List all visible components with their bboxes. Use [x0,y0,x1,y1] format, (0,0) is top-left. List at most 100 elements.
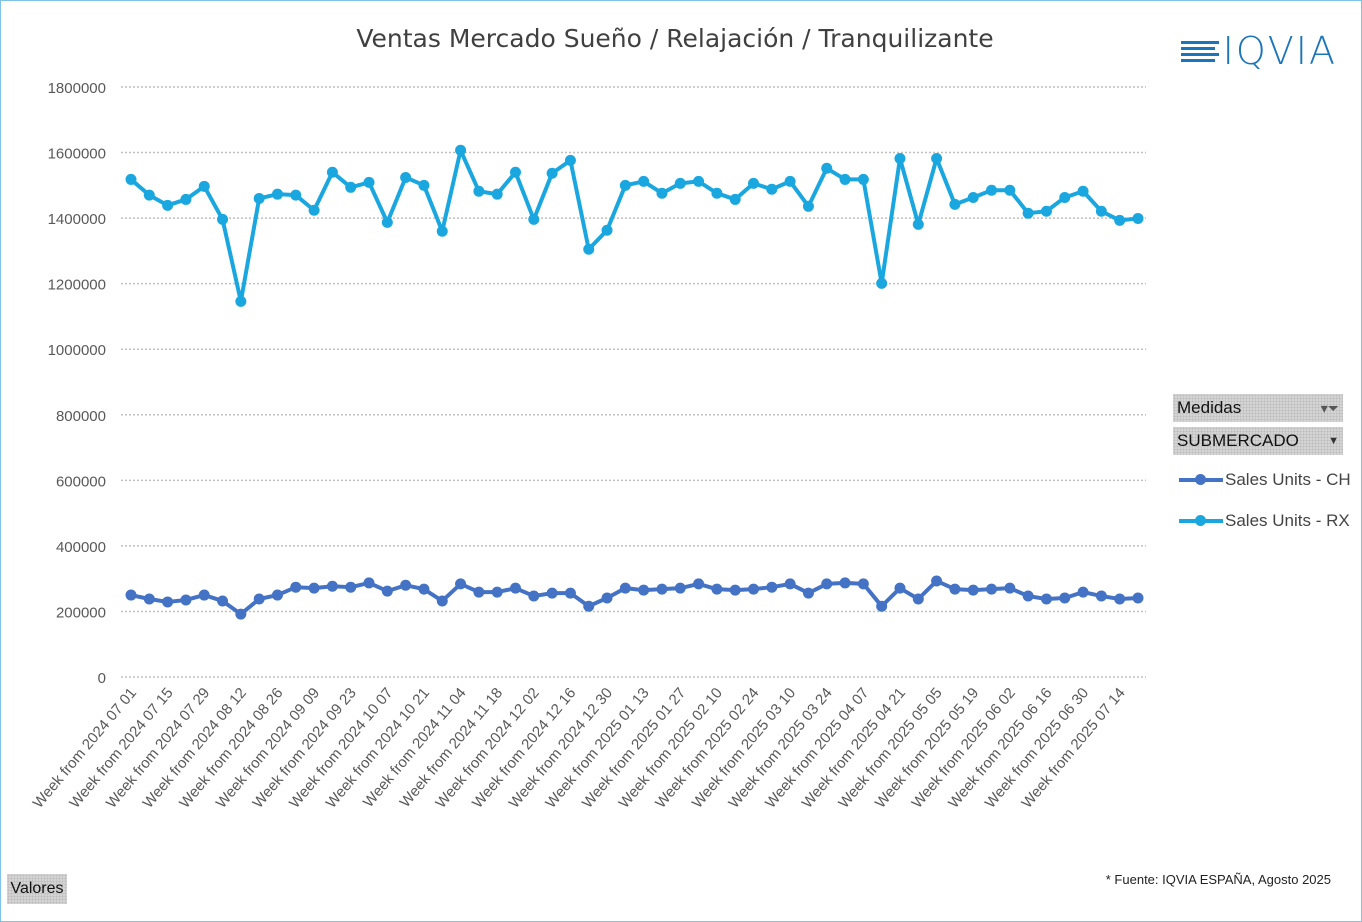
data-point [711,187,723,199]
gridlines [121,86,1146,678]
data-point [693,175,705,187]
data-point [931,575,943,587]
data-point [381,585,393,597]
data-point [235,295,247,307]
data-point [143,593,155,605]
legend-label-ch: Sales Units - CH [1225,470,1351,489]
data-point [271,188,283,200]
data-point [748,583,760,595]
data-point [400,171,412,183]
data-point [784,175,796,187]
data-point [986,583,998,595]
data-point [931,152,943,164]
data-point [436,595,448,607]
y-axis: 0 200000 400000 600000 800000 1000000 1200000 1… [48,80,106,687]
data-point [1059,592,1071,604]
data-point [912,593,924,605]
data-point [638,584,650,596]
data-point [253,593,265,605]
data-point [693,578,705,590]
data-point [986,184,998,196]
logo-text: IQVIA [1222,29,1337,73]
data-point [1004,582,1016,594]
series-line-rx [129,148,1139,304]
iqvia-logo: IQVIA [1180,29,1337,73]
legend-item-ch: Sales Units - CH [1179,470,1351,490]
data-point [967,191,979,203]
data-point [491,188,503,200]
data-point [125,173,137,185]
y-tick-label: 1600000 [48,146,106,163]
measures-filter-button[interactable]: Medidas ▾⏷ [1173,394,1343,422]
data-point [729,193,741,205]
data-point [528,213,540,225]
data-point [1040,593,1052,605]
y-tick-label: 1400000 [48,211,106,228]
y-tick-label: 400000 [56,539,106,556]
dropdown-arrow-icon[interactable]: ▼ [1328,435,1339,447]
data-point [1095,205,1107,217]
data-point [455,144,467,156]
legend-label-rx: Sales Units - RX [1225,511,1350,530]
data-point [381,216,393,228]
data-point [894,152,906,164]
y-tick-label: 1800000 [48,80,106,97]
data-point [656,583,668,595]
data-point [821,578,833,590]
data-point [1132,212,1144,224]
y-tick-label: 1000000 [48,342,106,359]
data-point [290,189,302,201]
data-point [1059,191,1071,203]
data-point [674,582,686,594]
data-point [857,578,869,590]
data-point [967,584,979,596]
data-point [363,577,375,589]
data-point [290,581,302,593]
data-point [583,600,595,612]
data-point [857,173,869,185]
data-point [271,589,283,601]
data-point [748,177,760,189]
data-point [1022,207,1034,219]
data-point [656,187,668,199]
data-point [1114,593,1126,605]
data-point [162,596,174,608]
data-point [839,173,851,185]
data-point [198,589,210,601]
data-point [217,595,229,607]
y-tick-label: 0 [98,670,106,687]
data-point [473,586,485,598]
series-ch [125,575,1144,620]
data-point [949,583,961,595]
data-point [180,594,192,606]
data-point [1077,586,1089,598]
source-note: * Fuente: IQVIA ESPAÑA, Agosto 2025 [1105,872,1331,887]
data-point [308,204,320,216]
data-point [180,193,192,205]
data-point [143,189,155,201]
data-point [674,177,686,189]
chart-title: Ventas Mercado Sueño / Relajación / Tran… [356,24,993,53]
data-point [1022,590,1034,602]
data-point [894,582,906,594]
measures-label: Medidas [1177,398,1242,417]
data-point [1132,592,1144,604]
legend-marker-rx-icon [1179,515,1223,526]
legend-item-rx: Sales Units - RX [1179,511,1350,531]
data-point [326,166,338,178]
data-point [766,183,778,195]
data-point [876,277,888,289]
data-point [455,578,467,590]
filter-funnel-icon[interactable]: ▾⏷ [1320,399,1339,416]
data-point [418,583,430,595]
submercado-field-button[interactable]: SUBMERCADO ▼ [1173,427,1343,455]
data-point [1077,185,1089,197]
data-point [729,584,741,596]
values-field-button[interactable]: Valores [7,874,67,904]
data-point [638,175,650,187]
data-point [1004,184,1016,196]
series-lines [125,144,1144,620]
data-point [125,589,137,601]
